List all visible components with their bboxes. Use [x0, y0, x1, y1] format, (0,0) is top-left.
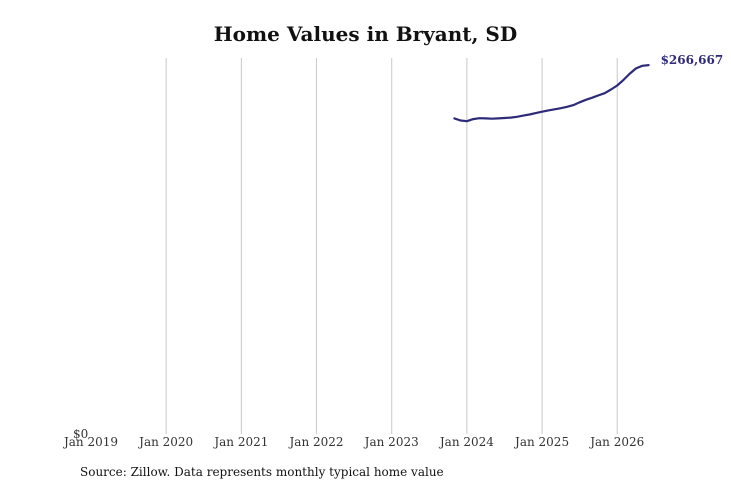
x-tick-label: Jan 2024 [438, 435, 494, 449]
x-axis-ticks: Jan 2019 Jan 2020 Jan 2021 Jan 2022 Jan 2023… [62, 427, 644, 449]
x-tick-label: Jan 2020 [137, 435, 193, 449]
x-tick-label: Jan 2023 [363, 435, 419, 449]
gridlines [165, 58, 618, 434]
x-tick-label: Jan 2026 [588, 435, 644, 449]
x-tick-label: Jan 2025 [513, 435, 569, 449]
x-tick-label: Jan 2019 [62, 435, 118, 449]
end-value-label: $266,667 [661, 53, 724, 67]
x-tick-label: Jan 2022 [288, 435, 344, 449]
y-tick-label: $0 [73, 427, 88, 441]
chart-title: Home Values in Bryant, SD [213, 22, 518, 46]
series-layer: $266,667 [453, 53, 724, 123]
source-note: Source: Zillow. Data represents monthly … [80, 465, 444, 479]
series-line [453, 63, 650, 123]
x-tick-label: Jan 2021 [212, 435, 268, 449]
